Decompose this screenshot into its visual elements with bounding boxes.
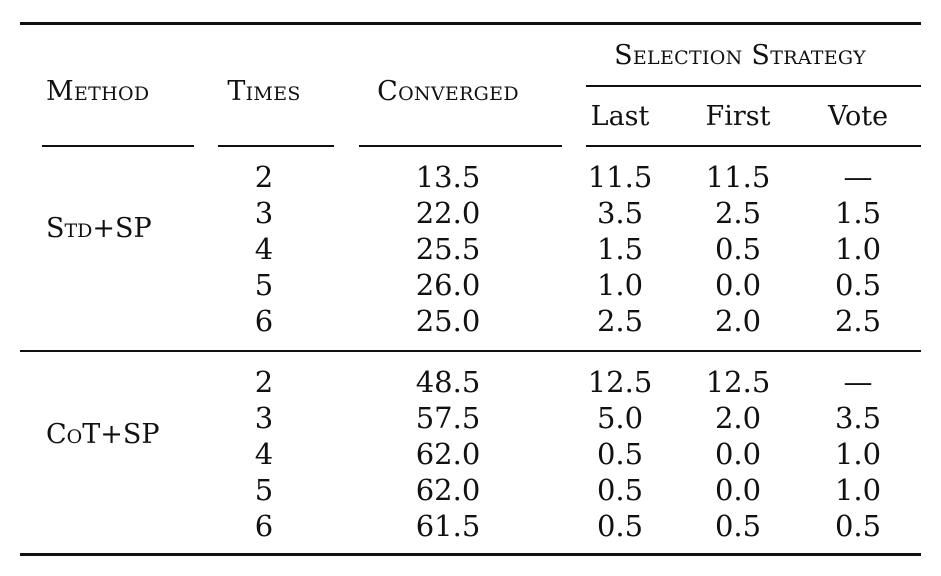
- cell-vote: —: [843, 365, 873, 399]
- cell-times: 2: [254, 365, 274, 399]
- converged-header: Converged: [377, 76, 519, 107]
- cell-times: 2: [254, 160, 274, 194]
- cell-vote: 1.0: [834, 232, 882, 266]
- cell-last: 5.0: [596, 401, 644, 435]
- cell-converged: 62.0: [415, 437, 481, 471]
- converged-underline: [359, 145, 562, 147]
- cell-first: 2.5: [714, 196, 762, 230]
- cell-vote: 1.5: [834, 196, 882, 230]
- cell-vote: 1.0: [834, 473, 882, 507]
- cell-first: 11.5: [705, 160, 771, 194]
- cell-last: 1.0: [596, 268, 644, 302]
- method-label-cot-sp: CoT+SP: [46, 419, 160, 450]
- bottom-rule: [20, 553, 921, 556]
- cell-vote: 1.0: [834, 437, 882, 471]
- cell-converged: 61.5: [415, 509, 481, 543]
- cell-times: 5: [254, 268, 274, 302]
- cell-times: 3: [254, 196, 274, 230]
- method-label-std-sp: Std+SP: [46, 213, 152, 244]
- cell-last: 2.5: [596, 304, 644, 338]
- cell-first: 0.0: [714, 473, 762, 507]
- selection-strategy-header: Selection Strategy: [614, 40, 866, 71]
- times-underline: [218, 145, 334, 147]
- group-separator: [20, 350, 921, 352]
- cell-times: 3: [254, 401, 274, 435]
- vote-header: Vote: [827, 101, 889, 132]
- top-rule: [20, 22, 921, 25]
- cell-first: 0.0: [714, 437, 762, 471]
- cell-last: 3.5: [596, 196, 644, 230]
- cell-converged: 26.0: [415, 268, 481, 302]
- times-header: Times: [227, 76, 301, 107]
- cell-first: 2.0: [714, 304, 762, 338]
- cell-first: 12.5: [705, 365, 771, 399]
- cell-last: 0.5: [596, 473, 644, 507]
- strategy-columns-underline: [586, 145, 921, 147]
- cell-vote: 0.5: [834, 509, 882, 543]
- cell-converged: 62.0: [415, 473, 481, 507]
- cell-converged: 25.0: [415, 304, 481, 338]
- cell-first: 0.5: [714, 509, 762, 543]
- cell-vote: 3.5: [834, 401, 882, 435]
- last-header: Last: [590, 101, 650, 132]
- cell-converged: 48.5: [415, 365, 481, 399]
- method-underline: [42, 145, 194, 147]
- cell-converged: 13.5: [415, 160, 481, 194]
- cell-last: 1.5: [596, 232, 644, 266]
- cell-first: 0.5: [714, 232, 762, 266]
- cell-last: 12.5: [587, 365, 653, 399]
- cell-vote: —: [843, 160, 873, 194]
- cell-times: 6: [254, 509, 274, 543]
- first-header: First: [705, 101, 771, 132]
- cell-vote: 0.5: [834, 268, 882, 302]
- cell-converged: 25.5: [415, 232, 481, 266]
- selection-strategy-underline: [586, 85, 921, 87]
- method-header: Method: [46, 76, 150, 107]
- cell-converged: 22.0: [415, 196, 481, 230]
- cell-converged: 57.5: [415, 401, 481, 435]
- cell-last: 11.5: [587, 160, 653, 194]
- cell-times: 4: [254, 437, 274, 471]
- cell-times: 6: [254, 304, 274, 338]
- cell-last: 0.5: [596, 437, 644, 471]
- cell-last: 0.5: [596, 509, 644, 543]
- cell-first: 2.0: [714, 401, 762, 435]
- cell-times: 4: [254, 232, 274, 266]
- cell-times: 5: [254, 473, 274, 507]
- cell-vote: 2.5: [834, 304, 882, 338]
- cell-first: 0.0: [714, 268, 762, 302]
